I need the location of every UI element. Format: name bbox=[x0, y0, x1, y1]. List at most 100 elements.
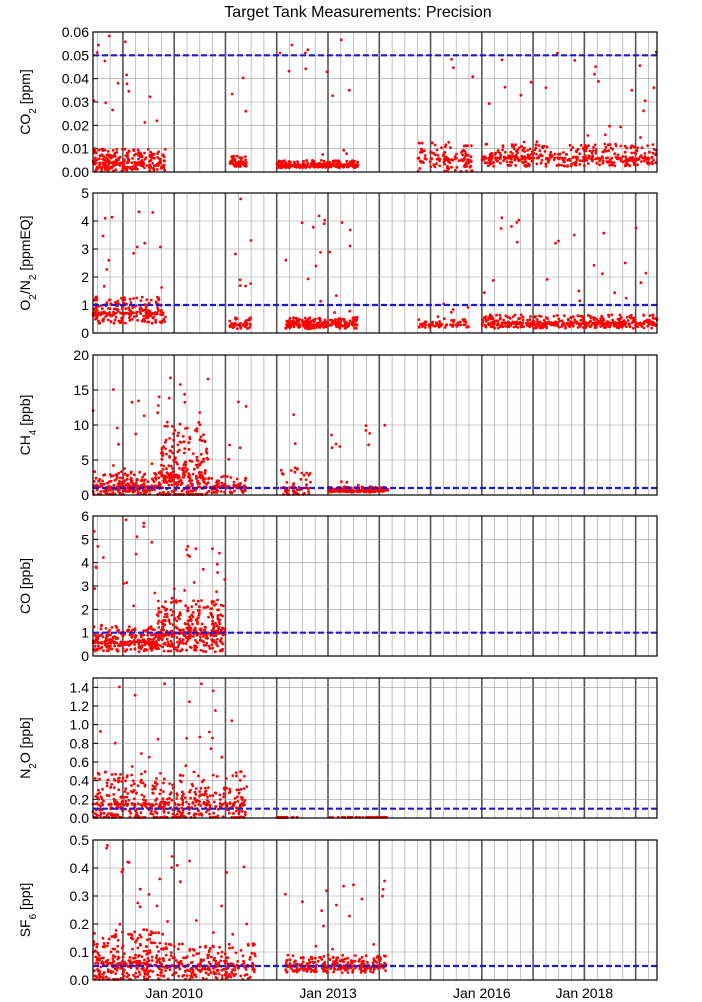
point bbox=[105, 813, 109, 817]
point bbox=[429, 165, 433, 169]
point bbox=[147, 959, 151, 962]
point bbox=[162, 159, 166, 163]
point bbox=[219, 490, 223, 493]
point bbox=[208, 803, 212, 807]
point bbox=[135, 245, 139, 249]
point bbox=[148, 95, 152, 99]
point bbox=[109, 785, 112, 789]
point bbox=[156, 643, 160, 647]
point bbox=[521, 156, 525, 160]
point bbox=[520, 325, 523, 329]
point bbox=[586, 134, 590, 137]
point bbox=[228, 787, 232, 791]
point bbox=[206, 808, 210, 812]
point bbox=[591, 321, 595, 325]
point bbox=[130, 640, 134, 644]
point bbox=[105, 638, 109, 642]
point bbox=[577, 289, 581, 293]
point bbox=[556, 51, 559, 55]
point bbox=[503, 85, 507, 89]
point bbox=[153, 786, 156, 789]
point bbox=[238, 446, 242, 450]
point bbox=[104, 975, 108, 979]
point bbox=[97, 644, 100, 648]
point bbox=[578, 163, 582, 166]
point bbox=[105, 784, 109, 788]
point bbox=[285, 481, 289, 484]
point bbox=[153, 628, 156, 632]
point bbox=[344, 323, 347, 326]
point bbox=[220, 481, 224, 485]
point bbox=[131, 157, 134, 160]
point bbox=[302, 159, 305, 163]
point bbox=[177, 474, 181, 478]
point bbox=[202, 634, 205, 638]
point bbox=[650, 326, 654, 330]
point bbox=[121, 147, 124, 151]
point bbox=[124, 799, 128, 803]
point bbox=[134, 152, 138, 156]
point bbox=[136, 802, 140, 806]
point bbox=[529, 80, 533, 84]
point bbox=[568, 143, 572, 147]
point bbox=[170, 613, 174, 617]
point bbox=[505, 160, 509, 164]
point bbox=[356, 483, 360, 487]
point bbox=[525, 323, 529, 327]
y-tick-label: 1.0 bbox=[70, 717, 90, 733]
point bbox=[544, 165, 548, 168]
point bbox=[161, 605, 165, 609]
point bbox=[603, 322, 606, 326]
point bbox=[481, 155, 485, 159]
point bbox=[145, 164, 149, 168]
point bbox=[626, 159, 630, 163]
point bbox=[464, 323, 467, 326]
point bbox=[192, 648, 196, 652]
point bbox=[504, 324, 508, 328]
point bbox=[632, 145, 636, 149]
point bbox=[512, 325, 516, 329]
point bbox=[154, 321, 158, 324]
point bbox=[106, 318, 110, 322]
point bbox=[114, 972, 117, 975]
point bbox=[111, 491, 115, 494]
point bbox=[157, 162, 161, 165]
point bbox=[632, 326, 635, 330]
point bbox=[118, 802, 122, 806]
point bbox=[188, 435, 192, 439]
point bbox=[140, 793, 144, 797]
point bbox=[512, 147, 516, 151]
point bbox=[420, 141, 424, 145]
point bbox=[160, 470, 163, 474]
point bbox=[423, 326, 427, 329]
y-tick-label: 20 bbox=[73, 347, 89, 363]
point bbox=[353, 316, 357, 320]
point bbox=[127, 306, 131, 310]
point bbox=[113, 301, 117, 304]
point bbox=[133, 643, 136, 646]
point bbox=[130, 784, 133, 787]
point bbox=[584, 326, 587, 330]
point bbox=[167, 483, 171, 487]
point bbox=[233, 164, 237, 168]
point bbox=[233, 800, 237, 804]
point bbox=[167, 396, 171, 400]
point bbox=[134, 552, 138, 556]
point bbox=[219, 603, 223, 607]
point bbox=[607, 324, 610, 328]
point bbox=[110, 783, 114, 786]
point bbox=[168, 622, 172, 625]
point bbox=[96, 545, 100, 548]
point bbox=[560, 163, 563, 167]
point bbox=[219, 637, 223, 640]
point bbox=[107, 312, 111, 316]
point bbox=[597, 80, 600, 83]
point bbox=[123, 467, 126, 471]
point bbox=[183, 392, 187, 396]
point bbox=[443, 317, 446, 321]
point bbox=[300, 221, 304, 225]
point bbox=[162, 781, 165, 785]
point bbox=[652, 86, 656, 90]
point bbox=[119, 795, 123, 799]
